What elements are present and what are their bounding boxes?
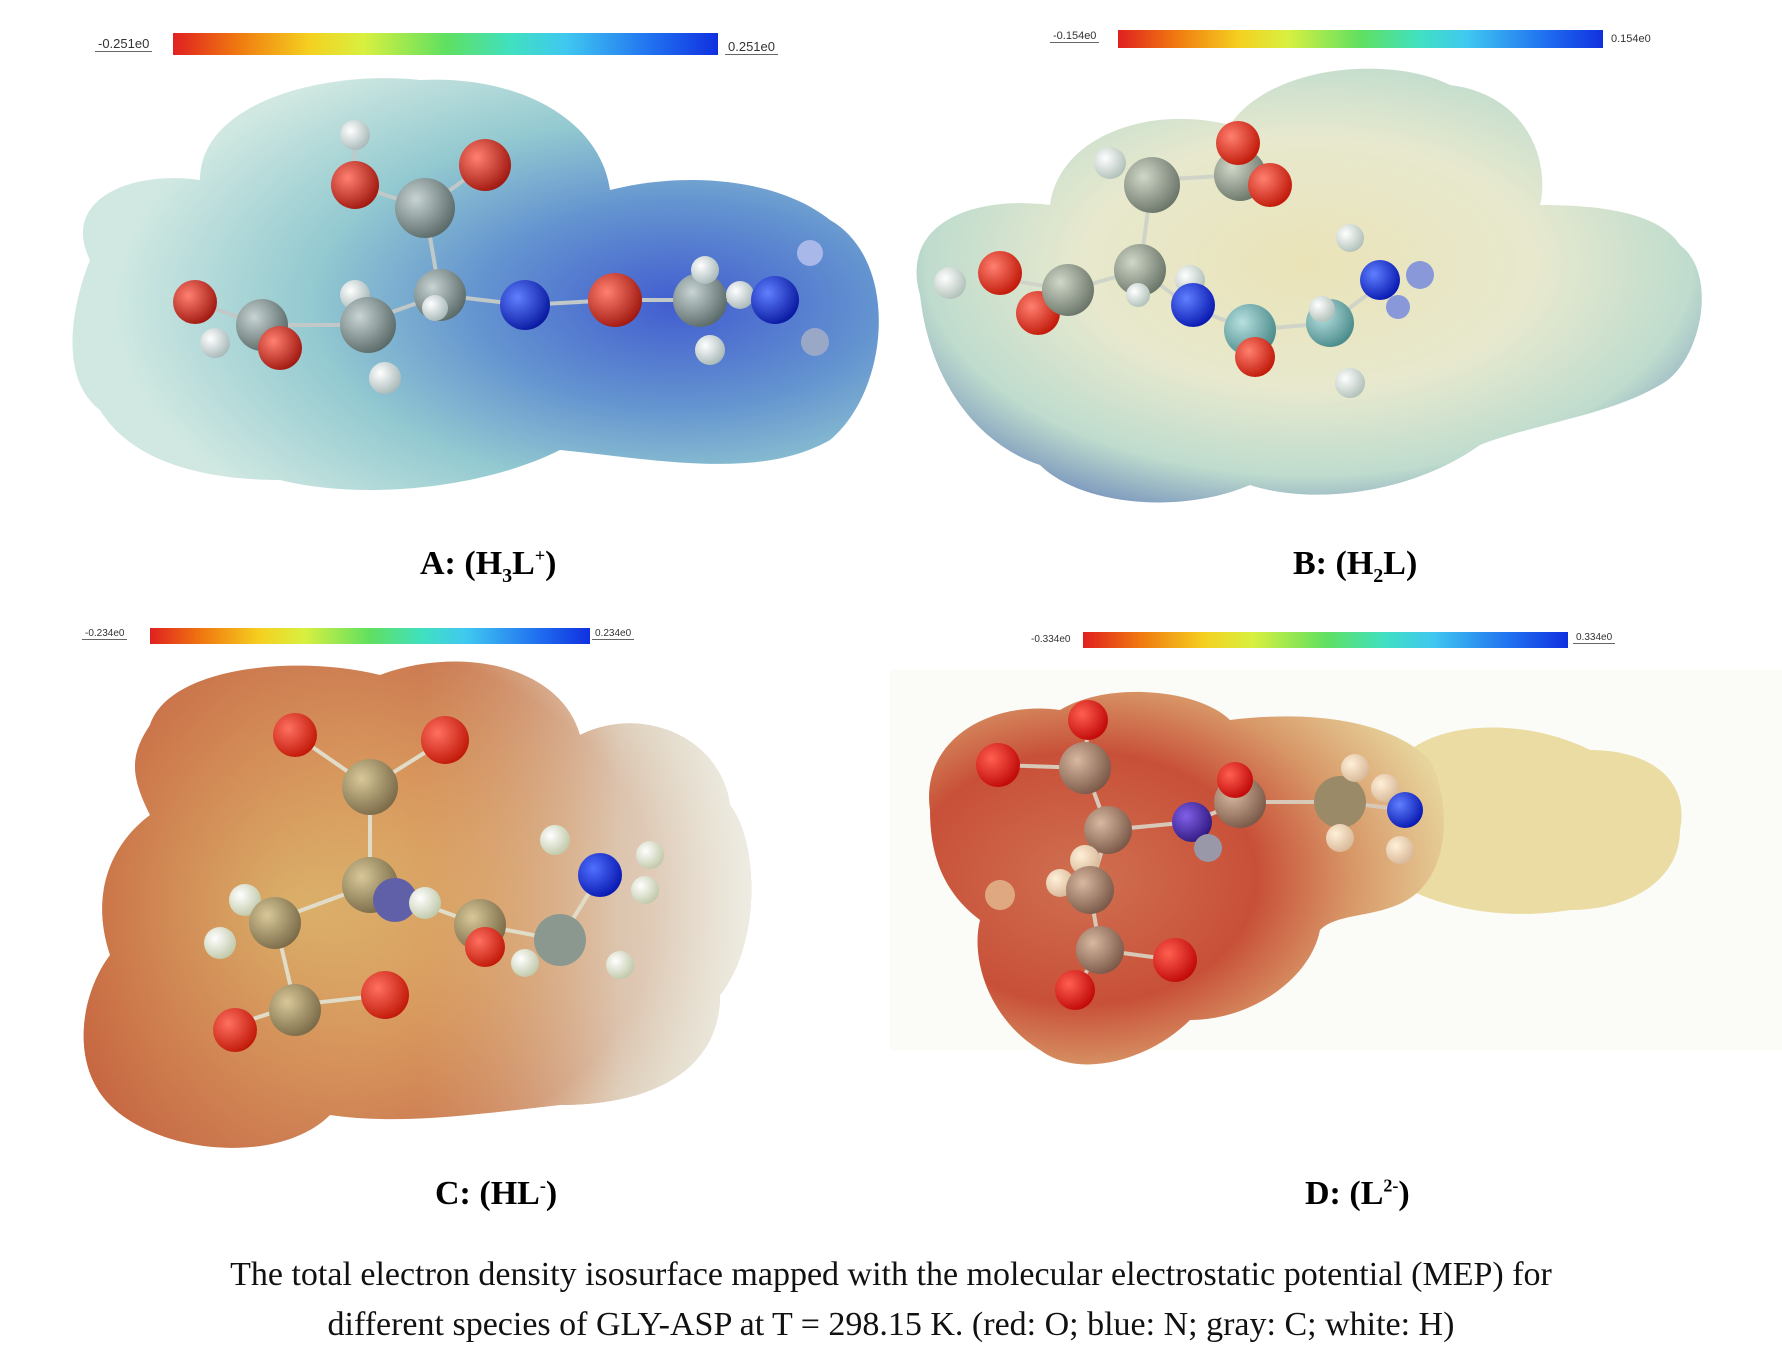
scale-gradient-d: [1083, 632, 1568, 648]
scale-gradient-b: [1118, 30, 1603, 48]
scale-min-a: -0.251e0: [95, 36, 153, 52]
mep-surface-d: [890, 670, 1782, 1065]
panel-d: -0.334e0 0.334e0: [890, 620, 1782, 1240]
panel-label-d: D: (L2-): [1305, 1175, 1410, 1212]
color-scale-bar-b: -0.154e0 0.154e0: [1050, 30, 1670, 48]
color-scale-bar-a: -0.251e0 0.251e0: [95, 33, 795, 55]
color-scale-bar-d: -0.334e0 0.334e0: [1028, 632, 1638, 648]
mep-surface-b: [916, 68, 1702, 503]
panel-label-a: A: (H3L+): [420, 545, 557, 587]
panel-label-b: B: (H2L): [1293, 545, 1418, 587]
caption-line-2: different species of GLY-ASP at T = 298.…: [327, 1306, 1455, 1343]
panel-label-c: C: (HL-): [435, 1175, 558, 1212]
panel-c: -0.234e0 0.234e0: [0, 620, 890, 1240]
panel-b: -0.154e0 0.154e0: [890, 0, 1782, 600]
color-scale-bar-c: -0.234e0 0.234e0: [82, 628, 762, 644]
panel-a: -0.251e0 0.251e0: [0, 0, 890, 600]
mep-surface-a: [72, 78, 879, 491]
scale-min-d: -0.334e0: [1031, 634, 1071, 645]
scale-max-b: 0.154e0: [1611, 33, 1651, 45]
scale-gradient-a: [173, 33, 718, 55]
figure-caption: The total electron density isosurface ma…: [0, 1250, 1782, 1350]
scale-min-b: -0.154e0: [1050, 30, 1100, 43]
scale-max-c: 0.234e0: [592, 628, 635, 640]
caption-line-1: The total electron density isosurface ma…: [230, 1256, 1552, 1293]
mep-surface-c: [83, 661, 752, 1148]
scale-max-d: 0.334e0: [1573, 632, 1616, 644]
scale-max-a: 0.251e0: [725, 39, 778, 55]
scale-min-c: -0.234e0: [82, 628, 128, 640]
scale-gradient-c: [150, 628, 590, 644]
